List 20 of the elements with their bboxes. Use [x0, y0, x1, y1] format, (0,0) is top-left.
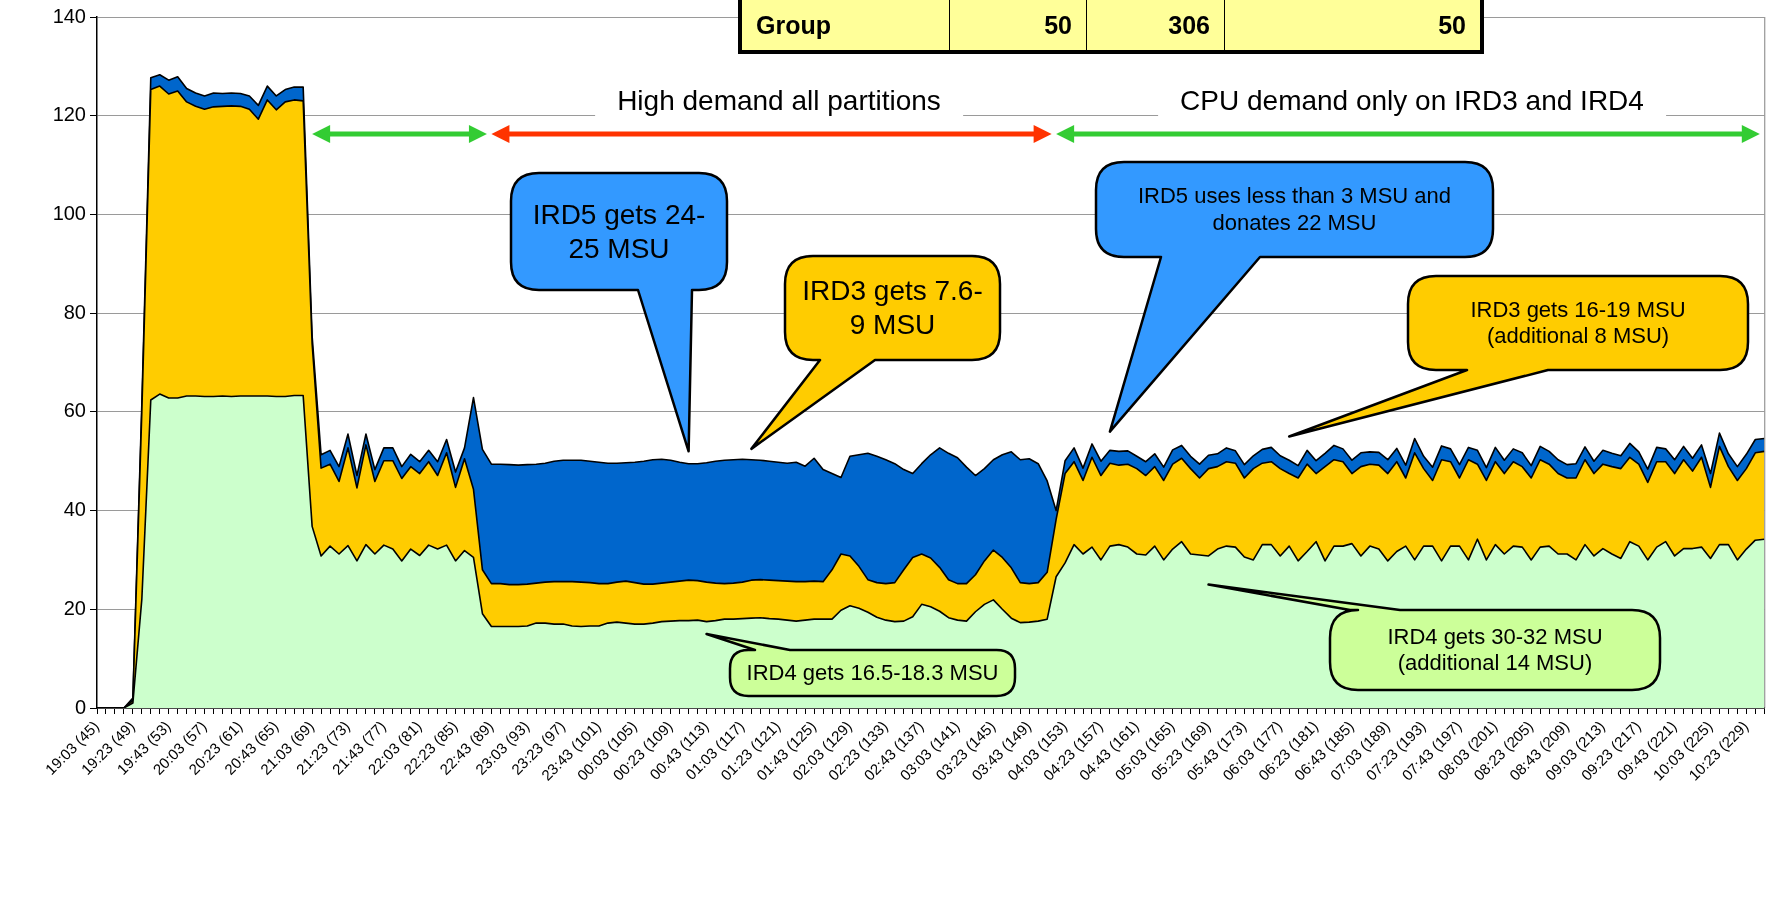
- annotation: IRD4 gets 16.5-18.3 MSU: [745, 658, 1000, 687]
- annotation: CPU demand only on IRD3 and IRD4: [1158, 82, 1666, 120]
- annotation: Group: [740, 0, 950, 52]
- annotation: 50: [949, 0, 1087, 52]
- y-tick-label: 0: [74, 695, 86, 718]
- y-tick-label: 140: [52, 4, 86, 27]
- y-tick-label: 80: [63, 300, 86, 323]
- annotation: IRD3 gets 7.6-9 MSU: [801, 274, 984, 342]
- annotation: IRD4 gets 30-32 MSU (additional 14 MSU): [1386, 622, 1604, 677]
- y-tick-label: 40: [63, 498, 86, 521]
- annotation: 306: [1086, 0, 1225, 52]
- annotation: IRD5 gets 24-25 MSU: [531, 197, 707, 266]
- y-tick-label: 120: [52, 103, 86, 126]
- annotation: IRD5 uses less than 3 MSU and donates 22 MSU: [1136, 182, 1452, 237]
- y-tick-label: 100: [52, 201, 86, 224]
- annotation: High demand all partitions: [595, 82, 963, 120]
- y-tick-label: 60: [63, 399, 86, 422]
- annotation: IRD3 gets 16-19 MSU (additional 8 MSU): [1469, 295, 1687, 350]
- y-tick-label: 20: [63, 596, 86, 619]
- annotation: 50: [1224, 0, 1482, 52]
